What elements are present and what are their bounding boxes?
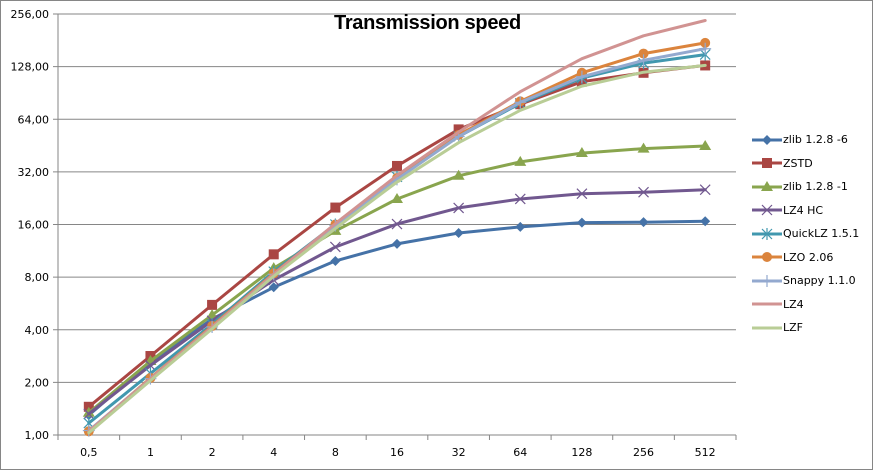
- legend-label: LZO 2.06: [783, 250, 834, 264]
- series-zlib-1-2-8-6: [83, 216, 711, 421]
- x-tick-label: 256: [633, 446, 654, 459]
- y-tick-label: 128,00: [11, 61, 50, 74]
- series-line: [87, 63, 707, 435]
- legend-item: QuickLZ 1.5.1: [752, 222, 870, 246]
- legend-label: LZ4: [783, 297, 804, 311]
- x-tick-label: 4: [270, 446, 277, 459]
- y-tick-label: 1,00: [25, 429, 50, 442]
- y-tick-label: 256,00: [11, 8, 50, 21]
- y-tick-label: 2,00: [25, 376, 50, 389]
- legend-swatch-icon: [752, 302, 782, 306]
- series-line: [87, 144, 707, 415]
- y-tick-label: 16,00: [18, 219, 50, 232]
- y-tick-label: 32,00: [18, 166, 50, 179]
- legend-label: ZSTD: [783, 156, 813, 170]
- legend-swatch-icon: [752, 134, 782, 145]
- series-lzf: [87, 63, 707, 435]
- x-tick-label: 0,5: [80, 446, 98, 459]
- legend-item: Snappy 1.1.0: [752, 269, 870, 293]
- y-tick-label: 64,00: [18, 113, 50, 126]
- legend-item: zlib 1.2.8 -6: [752, 128, 870, 152]
- series-lzo-2-06: [83, 37, 711, 437]
- legend-item: LZF: [752, 316, 870, 340]
- legend-item: LZ4 HC: [752, 199, 870, 223]
- legend-label: LZF: [783, 321, 803, 335]
- x-tick-label: 1: [147, 446, 154, 459]
- chart-title: Transmission speed: [334, 12, 521, 34]
- series-line: [87, 19, 707, 433]
- series-quicklz-1-5-1: [83, 48, 711, 430]
- legend-item: LZO 2.06: [752, 246, 870, 270]
- series-line: [87, 219, 707, 417]
- legend-swatch-icon: [752, 274, 782, 287]
- y-tick-label: 8,00: [25, 271, 50, 284]
- x-tick-label: 8: [332, 446, 339, 459]
- x-tick-label: 512: [695, 446, 716, 459]
- legend-label: LZ4 HC: [783, 203, 824, 217]
- chart-legend: zlib 1.2.8 -6 ZSTD zlib 1.2.8 -1 LZ4 HC Quic…: [752, 128, 870, 340]
- x-tick-label: 32: [452, 446, 466, 459]
- legend-swatch-icon: [752, 158, 782, 169]
- legend-swatch-icon: [752, 204, 782, 216]
- legend-label: zlib 1.2.8 -6: [783, 133, 848, 147]
- legend-swatch-icon: [752, 180, 782, 191]
- legend-label: Snappy 1.1.0: [783, 274, 856, 288]
- legend-item: ZSTD: [752, 152, 870, 176]
- series-lz4: [87, 19, 707, 433]
- legend-item: LZ4: [752, 293, 870, 317]
- x-tick-label: 16: [390, 446, 404, 459]
- series-line: [87, 41, 707, 433]
- x-tick-label: 128: [571, 446, 592, 459]
- legend-label: QuickLZ 1.5.1: [783, 227, 860, 241]
- series-lz4-hc: [83, 184, 711, 420]
- legend-swatch-icon: [752, 227, 782, 240]
- legend-swatch-icon: [752, 252, 782, 263]
- legend-label: zlib 1.2.8 -1: [783, 180, 848, 194]
- legend-item: zlib 1.2.8 -1: [752, 175, 870, 199]
- series-line: [87, 53, 707, 425]
- legend-swatch-icon: [752, 326, 782, 330]
- x-tick-label: 2: [209, 446, 216, 459]
- y-tick-label: 4,00: [25, 324, 50, 337]
- x-tick-label: 64: [513, 446, 527, 459]
